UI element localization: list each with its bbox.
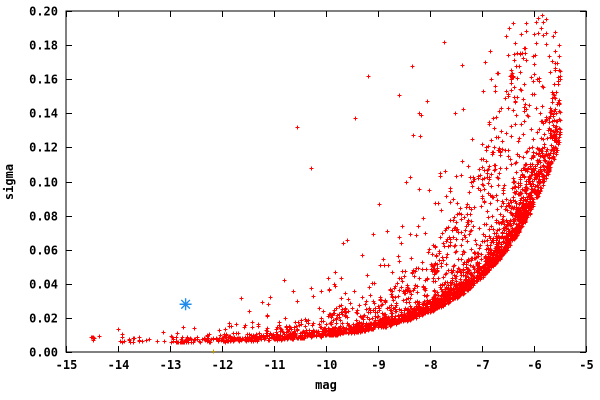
reference-point-marker <box>211 349 216 354</box>
x-tick-label: -6 <box>527 358 541 372</box>
y-tick-label: 0.18 <box>29 39 58 53</box>
y-tick-label: 0.10 <box>29 176 58 190</box>
y-tick-label: 0.06 <box>29 244 58 258</box>
x-tick-label: -11 <box>264 358 286 372</box>
y-axis-label: sigma <box>2 164 16 200</box>
x-tick-label: -10 <box>316 358 338 372</box>
y-tick-label: 0.14 <box>29 107 58 121</box>
highlighted-object-asterisk <box>179 298 192 311</box>
data-points-red <box>89 13 563 345</box>
x-tick-label: -5 <box>579 358 593 372</box>
x-tick-label: -12 <box>212 358 234 372</box>
x-tick-label: -9 <box>371 358 385 372</box>
tick-labels: -15 -14 -13 -12 -11 -10 -9 -8 -7 -6 -5 0.00 0.02 0.04… <box>29 5 594 373</box>
axis-ticks <box>66 11 587 353</box>
y-tick-label: 0.16 <box>29 73 58 87</box>
plot-border <box>65 10 587 353</box>
data-points <box>89 13 563 354</box>
y-tick-label: 0.00 <box>29 346 58 360</box>
y-tick-label: 0.12 <box>29 141 58 155</box>
y-tick-label: 0.08 <box>29 210 58 224</box>
x-tick-label: -7 <box>475 358 489 372</box>
x-axis-label: mag <box>315 378 337 392</box>
x-tick-label: -15 <box>56 358 78 372</box>
y-tick-label: 0.20 <box>29 5 58 19</box>
x-tick-label: -13 <box>160 358 182 372</box>
x-tick-label: -14 <box>108 358 130 372</box>
x-tick-label: -8 <box>423 358 437 372</box>
y-tick-label: 0.04 <box>29 278 58 292</box>
y-tick-label: 0.02 <box>29 312 58 326</box>
